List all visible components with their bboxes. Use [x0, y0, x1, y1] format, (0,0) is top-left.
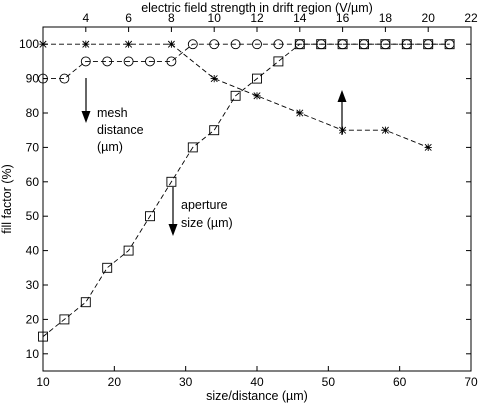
data-point-circle — [123, 56, 134, 67]
data-point-star — [125, 40, 133, 48]
data-point-square — [444, 39, 455, 50]
annotation-aperture-size: aperture size (µm) — [168, 187, 233, 236]
data-point-circle — [80, 56, 91, 67]
series-group — [38, 39, 455, 342]
x-tick-label: 30 — [179, 375, 193, 389]
annotation-mesh-distance: mesh distance (µm) — [81, 78, 144, 154]
data-point-square — [80, 297, 91, 308]
data-point-circle — [102, 56, 113, 67]
x2-tick-label: 4 — [82, 11, 89, 25]
data-point-star — [167, 40, 175, 48]
tick-labels: 10 20 30 40 50 60 70 4 6 8 10 12 14 16 18 20 22 10 20 30 40 5… — [19, 11, 478, 389]
series-line — [43, 43, 450, 80]
y-tick-label: 30 — [26, 278, 40, 292]
data-point-circle — [59, 73, 70, 84]
data-point-square — [38, 331, 48, 342]
down-arrow-icon — [168, 224, 178, 236]
data-point-square — [294, 39, 305, 50]
y-tick-label: 90 — [26, 72, 40, 86]
data-point-circle — [273, 39, 284, 50]
data-point-square — [380, 39, 391, 50]
y-tick-label: 70 — [26, 140, 40, 154]
data-point-square — [273, 56, 284, 67]
x2-tick-label: 20 — [422, 11, 436, 25]
x2-tick-label: 16 — [336, 11, 350, 25]
data-point-square — [337, 39, 348, 50]
x2-tick-label: 6 — [125, 11, 132, 25]
data-point-square — [102, 262, 113, 273]
down-arrow-icon — [81, 111, 91, 123]
data-point-circle — [145, 56, 155, 67]
data-point-star — [210, 75, 218, 83]
x2-tick-label: 10 — [208, 11, 222, 25]
data-point-circle — [209, 39, 220, 50]
annotation-text-line: distance — [97, 123, 144, 137]
x-tick-label: 70 — [464, 375, 478, 389]
series-circle — [38, 39, 455, 84]
data-point-star — [253, 92, 261, 100]
data-point-square — [401, 39, 412, 50]
annotation-text-line: size (µm) — [181, 216, 233, 230]
series-square — [38, 39, 455, 342]
data-point-square — [166, 176, 177, 187]
y-axis-label: fill factor (%) — [0, 164, 14, 233]
x-tick-label: 10 — [36, 375, 50, 389]
series-line — [43, 43, 429, 148]
data-point-circle — [38, 73, 48, 84]
data-point-star — [424, 143, 432, 151]
data-point-square — [230, 90, 241, 101]
data-point-square — [252, 73, 262, 84]
x2-tick-label: 12 — [250, 11, 264, 25]
data-point-circle — [252, 39, 262, 50]
y-tick-label: 60 — [26, 175, 40, 189]
data-point-square — [187, 142, 198, 153]
series-line — [42, 43, 450, 337]
x2-tick-label: 14 — [293, 11, 307, 25]
data-point-square — [209, 125, 220, 136]
data-point-square — [423, 39, 434, 50]
up-arrow-icon — [337, 90, 347, 102]
x2-tick-label: 8 — [168, 11, 175, 25]
axis-ticks — [42, 27, 472, 371]
x-tick-label: 20 — [108, 375, 122, 389]
y-tick-label: 40 — [26, 244, 40, 258]
annotation-text-line: aperture — [181, 198, 228, 212]
x-axis-label: size/distance (µm) — [206, 389, 308, 403]
y-tick-label: 20 — [26, 312, 40, 326]
data-point-star — [296, 109, 304, 117]
data-point-square — [59, 314, 70, 325]
annotation-text-line: mesh — [97, 106, 128, 120]
data-point-circle — [166, 56, 177, 67]
data-point-star — [39, 40, 47, 48]
y-tick-label: 80 — [26, 106, 40, 120]
data-point-square — [145, 211, 155, 222]
y-tick-label: 100 — [19, 37, 39, 51]
data-point-square — [316, 39, 327, 50]
annotation-electric-field — [337, 90, 347, 135]
x2-axis-label: electric field strength in drift region … — [141, 1, 373, 15]
x2-tick-label: 22 — [464, 11, 478, 25]
data-point-circle — [187, 39, 198, 50]
annotation-text-line: (µm) — [97, 140, 123, 154]
data-point-circle — [230, 39, 241, 50]
x-tick-label: 40 — [250, 375, 264, 389]
data-point-square — [123, 245, 134, 256]
y-tick-label: 50 — [26, 209, 40, 223]
data-point-star — [82, 40, 90, 48]
x-tick-label: 50 — [322, 375, 336, 389]
x2-tick-label: 18 — [379, 11, 393, 25]
y-tick-label: 10 — [26, 347, 40, 361]
data-point-star — [381, 126, 389, 134]
x-tick-label: 60 — [393, 375, 407, 389]
data-point-square — [359, 39, 369, 50]
